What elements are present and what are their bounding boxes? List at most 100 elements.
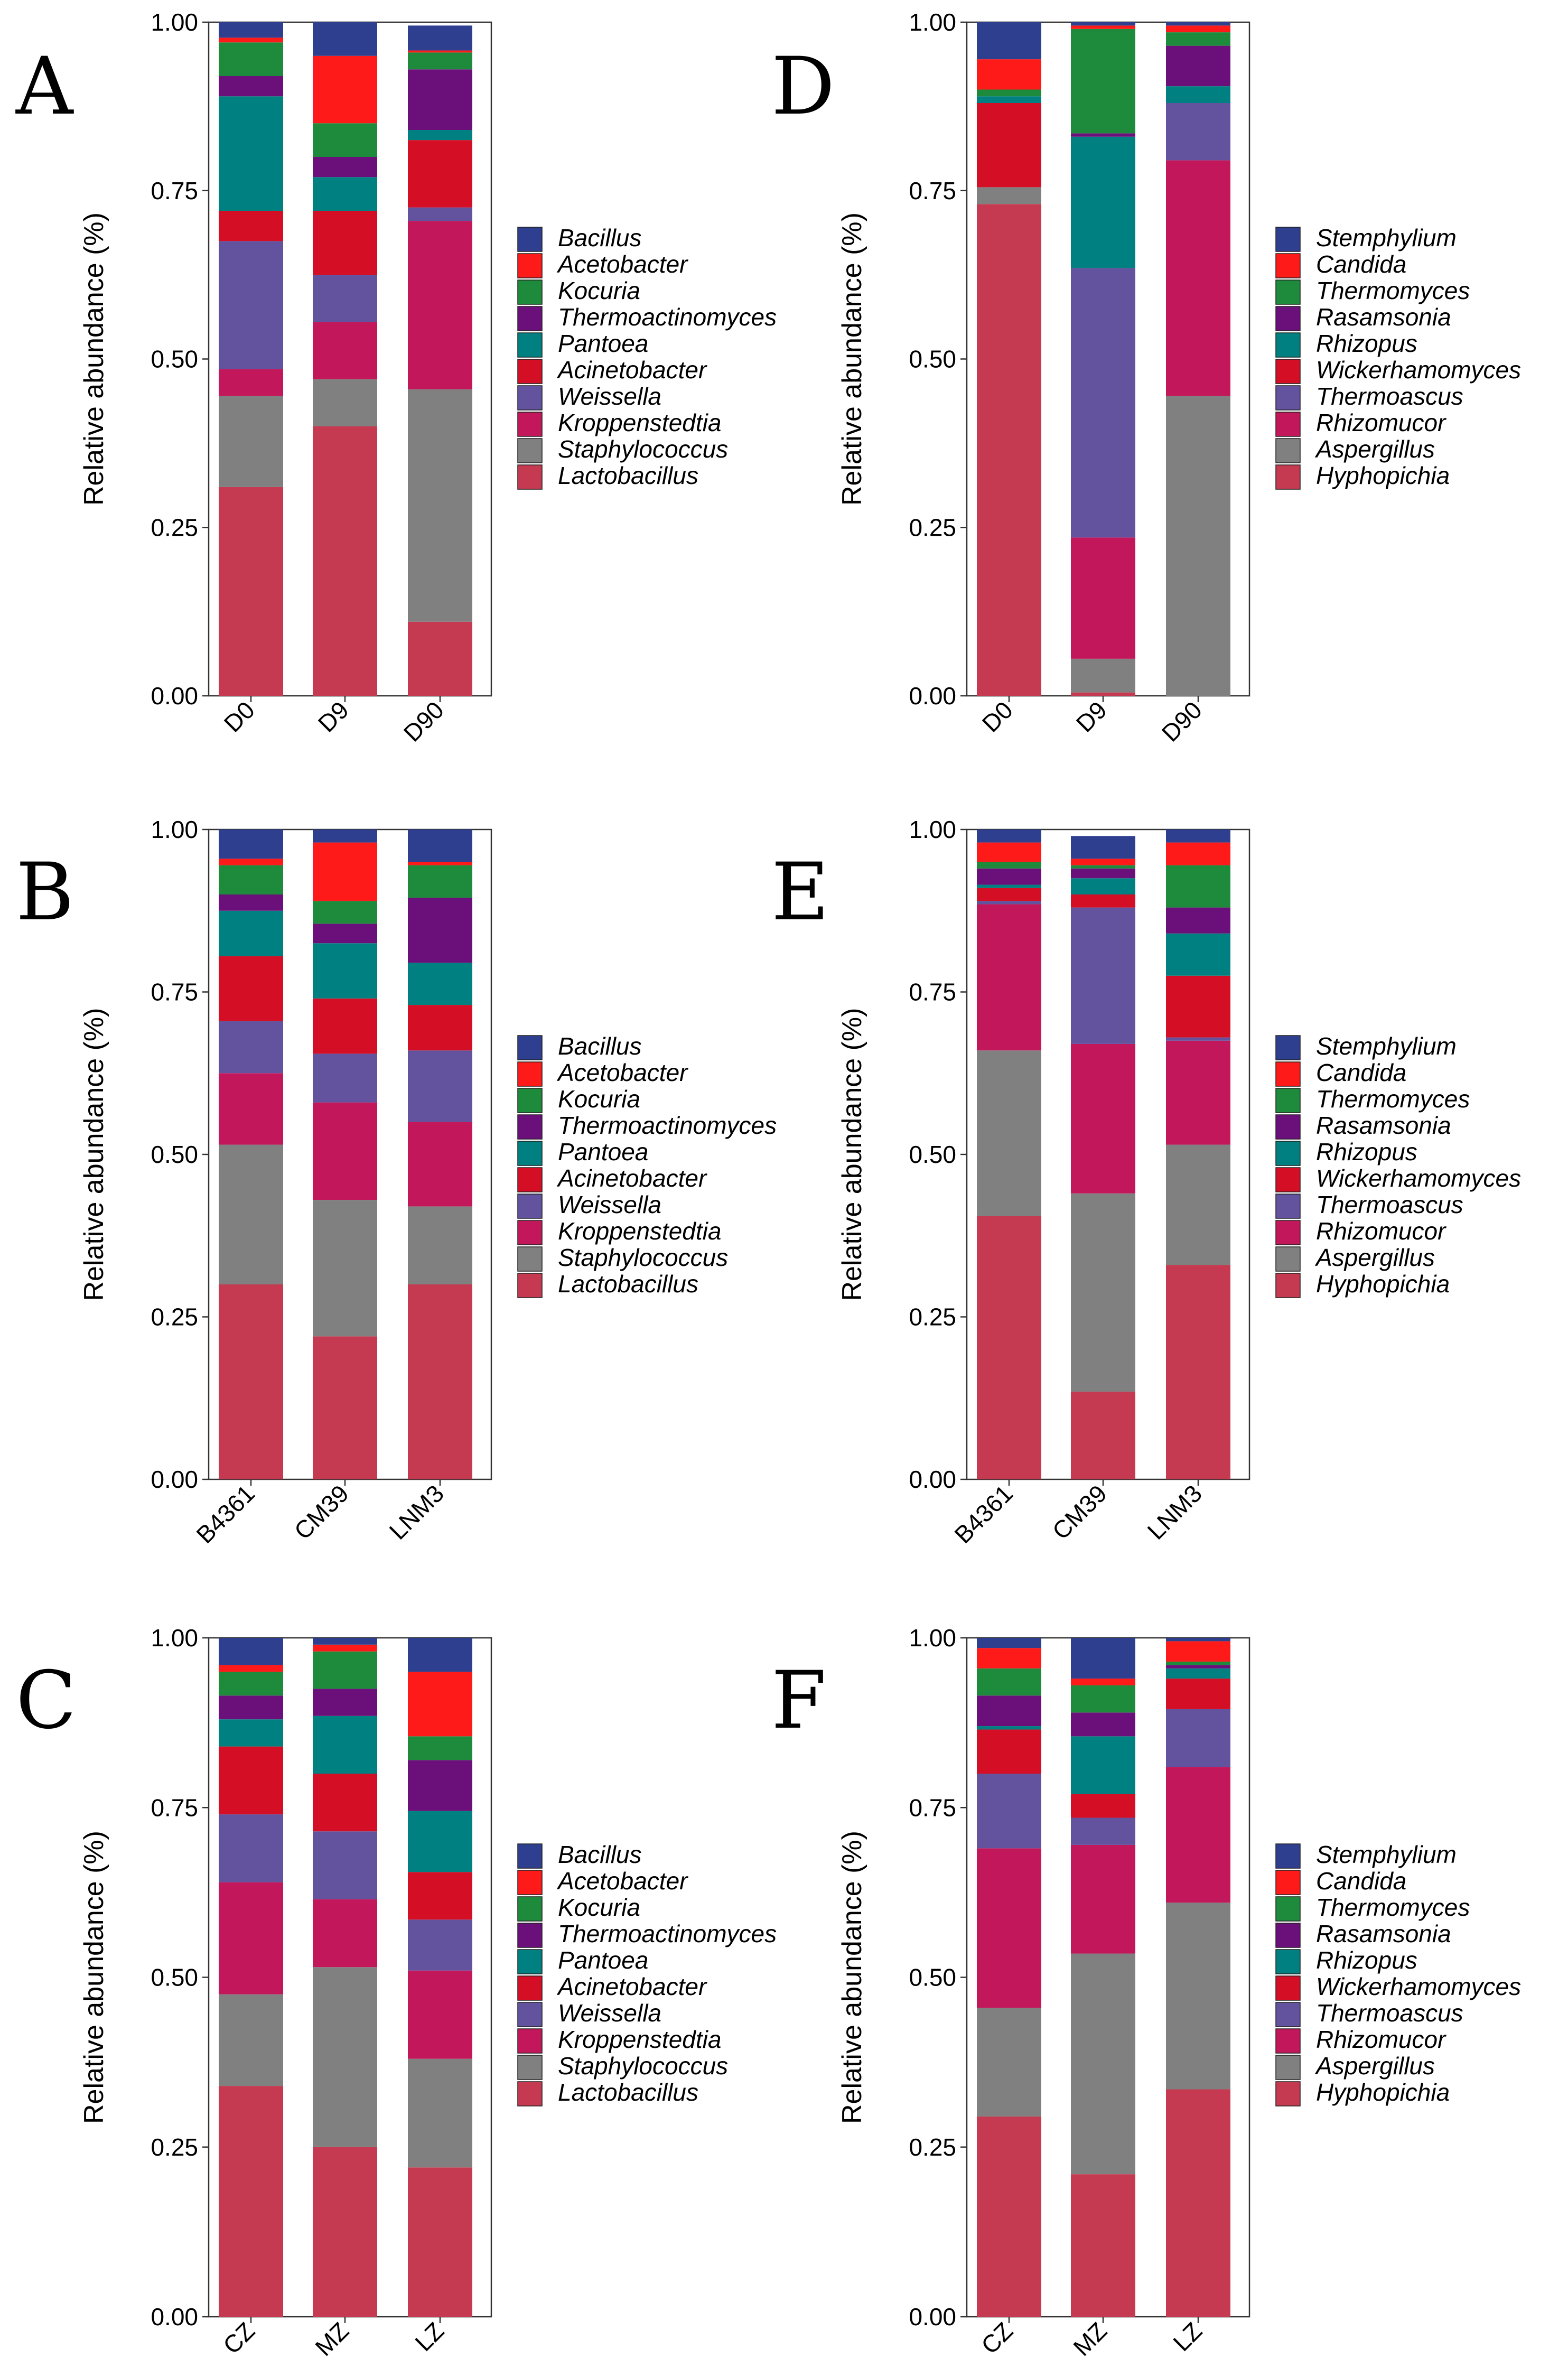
legend-label: Candida — [1316, 1867, 1406, 1895]
legend-label: Staphylococcus — [558, 435, 728, 463]
legend-swatch — [517, 332, 543, 358]
legend-label: Weissella — [558, 1999, 661, 2027]
bar-segment-thermomyces — [1071, 865, 1135, 869]
panel-letter: F — [771, 1655, 826, 1747]
bar-segment-stemphylium — [1071, 22, 1135, 26]
panel-letter: D — [771, 41, 835, 133]
legend-label: Weissella — [558, 383, 661, 410]
bar-segment-rasamsonia — [1071, 868, 1135, 879]
legend-swatch — [517, 2028, 543, 2054]
legend-swatch — [1275, 464, 1301, 490]
legend-label: Acetobacter — [556, 250, 688, 278]
legend-label: Kroppenstedtia — [558, 2026, 721, 2053]
panel-letter: B — [16, 846, 74, 938]
legend-swatch — [1275, 1273, 1301, 1298]
legend-swatch — [517, 1923, 543, 1948]
bar-segment-rhizopus — [1166, 933, 1230, 976]
bar-segment-rhizopus — [1071, 1736, 1135, 1794]
legend-label: Aspergillus — [1314, 2052, 1435, 2080]
bar-segment-acetobacter — [219, 38, 283, 43]
bar-segment-wickerhamomyces — [977, 888, 1041, 901]
legend-swatch — [517, 1949, 543, 1974]
bar-segment-candida — [977, 842, 1041, 862]
bar-segment-kocuria — [219, 865, 283, 894]
legend-swatch — [1275, 1194, 1301, 1219]
bar-segment-bacillus — [313, 829, 377, 843]
panel-c: C 0.00 0.25 0.50 0.75 1.00 Relative abundance … — [16, 1624, 777, 2361]
bar-segment-candida — [1166, 25, 1230, 33]
legend-swatch — [1275, 438, 1301, 463]
bar-segment-staphylococcus — [219, 1994, 283, 2086]
bar-segment-bacillus — [408, 1638, 472, 1672]
panel-f: F 0.00 0.25 0.50 0.75 1.00 Relative abundance … — [771, 1624, 1521, 2361]
legend-swatch — [1275, 1088, 1301, 1113]
bar-segment-kocuria — [313, 1651, 377, 1689]
legend-swatch — [1275, 1167, 1301, 1192]
bar-segment-thermoactinomyces — [219, 76, 283, 97]
bar-segment-staphylococcus — [313, 1967, 377, 2147]
y-tick-label: 1.00 — [151, 8, 198, 36]
bar-segment-rhizomucor — [1071, 1043, 1135, 1194]
y-tick-label: 0.50 — [151, 346, 198, 373]
bar-segment-kroppenstedtia — [219, 1882, 283, 1994]
legend: StemphyliumCandidaThermomycesRasamsoniaR… — [1275, 1841, 1521, 2106]
legend-label: Wickerhamomyces — [1316, 1164, 1521, 1192]
legend-label: Thermoactinomyces — [558, 1920, 777, 1947]
bar-segment-aspergillus — [1166, 396, 1230, 696]
bar-segment-thermomyces — [1071, 29, 1135, 134]
bar-segment-staphylococcus — [408, 2058, 472, 2168]
legend-label: Acetobacter — [556, 1059, 688, 1086]
bar-segment-pantoea — [219, 1719, 283, 1747]
bar-segment-pantoea — [219, 96, 283, 211]
bar-segment-weissella — [408, 207, 472, 221]
bar-segment-kroppenstedtia — [313, 322, 377, 379]
bar-segment-rhizopus — [977, 96, 1041, 103]
legend-swatch — [517, 1246, 543, 1272]
x-tick-label: LZ — [409, 2317, 449, 2356]
bar-segment-pantoea — [219, 910, 283, 956]
bar-segment-wickerhamomyces — [977, 1729, 1041, 1774]
y-tick-label: 1.00 — [151, 816, 198, 843]
y-tick-label: 0.50 — [909, 1964, 956, 1991]
legend-label: Acinetobacter — [556, 1973, 707, 2000]
legend-label: Pantoea — [558, 330, 648, 357]
legend-label: Thermoactinomyces — [558, 1112, 777, 1139]
legend-label: Kocuria — [558, 277, 640, 304]
bar-segment-pantoea — [408, 130, 472, 141]
y-tick-label: 0.00 — [151, 2303, 198, 2331]
bar-segment-staphylococcus — [219, 1144, 283, 1284]
x-tick-label: D0 — [977, 696, 1018, 737]
bar-segment-wickerhamomyces — [977, 103, 1041, 188]
legend-swatch — [1275, 1220, 1301, 1245]
legend-swatch — [517, 438, 543, 463]
legend: BacillusAcetobacterKocuriaThermoactinomy… — [517, 1032, 777, 1298]
bar-segment-pantoea — [408, 1811, 472, 1872]
bar-segment-weissella — [313, 1831, 377, 1899]
legend-swatch — [517, 2055, 543, 2080]
bar-segment-candida — [1071, 859, 1135, 865]
bar-segment-thermoascus — [977, 901, 1041, 905]
bar-segment-thermoascus — [1071, 1817, 1135, 1845]
bar-segment-aspergillus — [1071, 658, 1135, 693]
bar-segment-weissella — [313, 275, 377, 322]
x-tick-label: D9 — [313, 696, 354, 737]
legend-swatch — [1275, 385, 1301, 411]
y-tick-label: 0.00 — [909, 1466, 956, 1493]
bar-segment-rasamsonia — [977, 868, 1041, 885]
bar-segment-kroppenstedtia — [313, 1899, 377, 1968]
bar-segment-thermomyces — [1166, 865, 1230, 908]
legend-swatch — [517, 279, 543, 305]
legend-swatch — [1275, 1246, 1301, 1272]
bar-segment-wickerhamomyces — [1071, 894, 1135, 908]
bar-segment-hyphopichia — [1071, 2174, 1135, 2317]
legend-swatch — [1275, 2028, 1301, 2054]
legend-swatch — [1275, 1114, 1301, 1140]
bar-segment-aspergillus — [1166, 1903, 1230, 2090]
legend-swatch — [517, 2081, 543, 2106]
bar-segment-hyphopichia — [1166, 2089, 1230, 2317]
bar-segment-acetobacter — [219, 859, 283, 865]
bar-segment-hyphopichia — [1166, 1265, 1230, 1479]
bar-segment-pantoea — [313, 1716, 377, 1774]
y-tick-label: 0.75 — [151, 978, 198, 1006]
